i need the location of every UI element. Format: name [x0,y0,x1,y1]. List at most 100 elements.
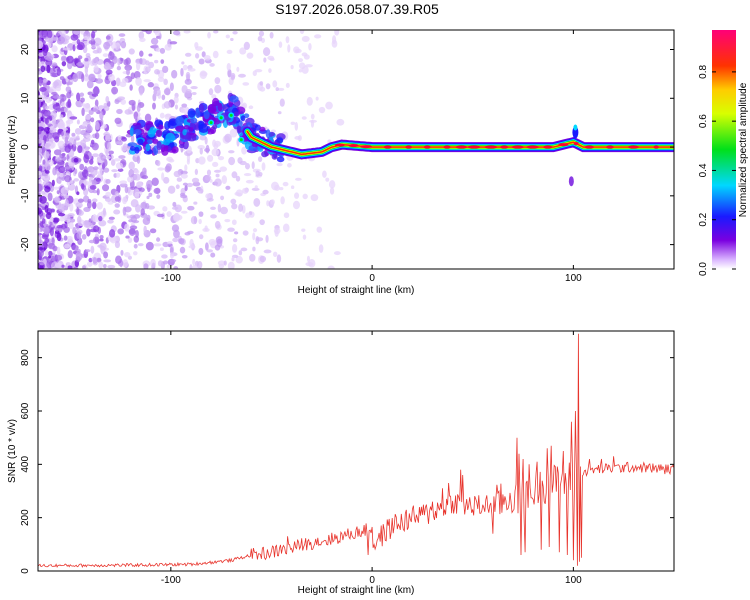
heat-blob [99,234,104,239]
heat-blob [229,95,239,103]
heat-blob [186,182,193,188]
heat-blob [57,121,66,130]
heat-blob [145,60,150,66]
heat-blob [132,251,138,256]
heat-blob [103,167,110,173]
heat-blob [329,187,335,195]
heat-blob [267,55,275,61]
heat-blob [220,206,228,215]
heat-blob [104,197,112,202]
heat-blob [185,71,191,80]
heat-blob [101,184,110,192]
heat-blob [242,82,250,86]
heat-blob [270,199,275,205]
heat-blob [295,177,302,181]
heat-blob [220,195,225,201]
heat-blob [50,72,59,78]
heat-blob [39,87,47,92]
heat-blob [202,227,210,232]
heat-blob [68,137,74,146]
heat-hotspot [383,145,392,149]
heat-blob [75,223,80,230]
heat-blob [42,78,48,83]
heat-hotspot [653,145,659,149]
heat-blob [265,234,269,243]
heat-blob [134,169,140,174]
heat-blob [210,252,216,258]
colorbar: 0.0 0.2 0.4 0.6 0.8 Normalized spectral ampl… [698,30,749,276]
heat-blob [304,64,313,68]
heat-blob [82,265,87,269]
heat-blob [263,57,267,63]
heat-blob [74,168,78,175]
heat-blob [137,243,144,247]
heat-blob [54,262,62,268]
heat-blob [334,30,340,36]
heat-blob [261,162,266,171]
heat-blob [139,57,143,65]
heat-blob [91,44,96,49]
heat-blob [246,52,254,59]
heat-blob [118,33,126,37]
heat-blob [180,210,188,214]
heat-blob [162,138,171,146]
heat-hotspot [584,145,595,149]
heat-blob [206,128,215,135]
heat-blob [198,58,205,65]
heat-blob [52,95,59,99]
heat-blob [156,160,161,167]
heat-blob [252,246,256,252]
heat-blob [38,112,42,119]
heat-blob [181,85,188,94]
heat-blob [47,250,53,256]
heat-blob [226,49,233,55]
heat-blob [133,71,141,79]
heat-blob [184,164,188,172]
spectrogram-heat-layer [38,30,674,269]
heat-blob [129,84,133,91]
heat-blob [56,106,62,113]
heat-blob [237,192,242,197]
heat-blob [135,77,142,86]
heat-blob [38,207,42,215]
heat-blob [141,175,149,180]
heat-blob [111,169,118,173]
heat-hotspot [500,145,509,149]
heat-blob [201,51,206,58]
heat-blob [265,83,271,90]
heat-blob [232,238,238,243]
heat-blob [46,56,54,61]
heat-blob [172,237,179,243]
heat-blob [38,138,42,144]
heat-blob [103,41,111,50]
heat-blob [116,65,122,71]
heat-blob [152,102,156,110]
colorbar-tick-label: 0.2 [698,212,709,226]
heat-blob [130,134,135,143]
heat-blob [85,72,89,77]
heat-blob [198,218,202,225]
heat-blob [59,114,64,119]
heat-blob [290,185,295,190]
heat-blob [336,118,345,126]
heat-blob [114,42,121,51]
heat-blob [212,124,218,130]
heat-blob [44,106,50,110]
heat-blob [98,215,103,222]
heat-blob [39,264,44,269]
heat-blob [240,247,248,252]
heat-hotspot [405,145,413,149]
colorbar-label: Normalized spectral amplitude [738,82,749,217]
heat-blob [57,36,66,44]
heat-blob [130,215,138,223]
heat-blob [151,264,156,269]
heat-blob [120,249,124,256]
y-tick-label: 200 [20,509,31,526]
heat-blob [242,230,249,236]
heat-blob [148,192,153,198]
heat-blob [180,170,188,175]
heat-blob [67,250,73,259]
heat-blob [143,79,151,83]
heat-blob [160,59,165,64]
heat-hotspot [511,145,524,149]
